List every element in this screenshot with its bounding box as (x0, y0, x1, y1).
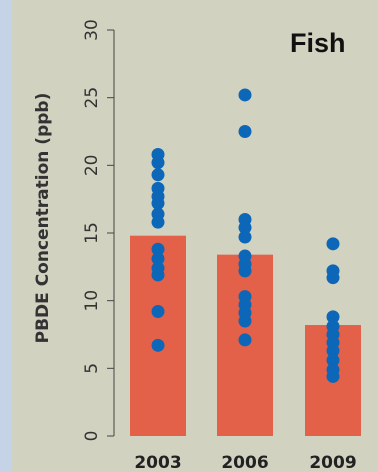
data-point-2006 (238, 221, 252, 235)
data-point-2009 (326, 369, 340, 383)
data-point-2003 (151, 338, 165, 352)
y-tick-label: 10 (82, 290, 102, 312)
data-point-2006 (238, 333, 252, 347)
x-tick-label-2009: 2009 (309, 453, 356, 472)
data-point-2003 (151, 304, 165, 318)
data-point-2006 (238, 230, 252, 244)
data-point-2003 (151, 215, 165, 229)
data-point-2003 (151, 156, 165, 170)
data-point-2009 (326, 344, 340, 358)
y-tick-label: 15 (82, 222, 102, 244)
data-point-2009 (326, 237, 340, 251)
data-point-2003 (151, 252, 165, 266)
data-point-2006 (238, 125, 252, 138)
data-point-2003 (151, 196, 165, 210)
y-tick-label: 5 (82, 363, 102, 374)
chart-title: Fish (290, 28, 346, 58)
y-tick-label: 25 (82, 87, 102, 109)
data-point-2003 (151, 268, 165, 282)
data-point-2006 (238, 264, 252, 278)
data-point-2003 (151, 242, 165, 256)
y-axis-label: PBDE Concentration (ppb) (33, 93, 53, 344)
y-tick-label: 30 (82, 19, 102, 41)
data-point-2003 (151, 168, 165, 182)
data-point-2009 (326, 271, 340, 285)
data-point-2006 (238, 88, 252, 102)
data-point-2009 (326, 353, 340, 367)
data-point-2009 (326, 310, 340, 324)
y-tick-label: 0 (82, 431, 102, 442)
left-border-strip (0, 0, 12, 472)
x-tick-label-2006: 2006 (221, 453, 268, 472)
x-tick-label-2003: 2003 (134, 453, 181, 472)
data-point-2006 (238, 314, 252, 328)
y-tick-label: 20 (82, 155, 102, 177)
